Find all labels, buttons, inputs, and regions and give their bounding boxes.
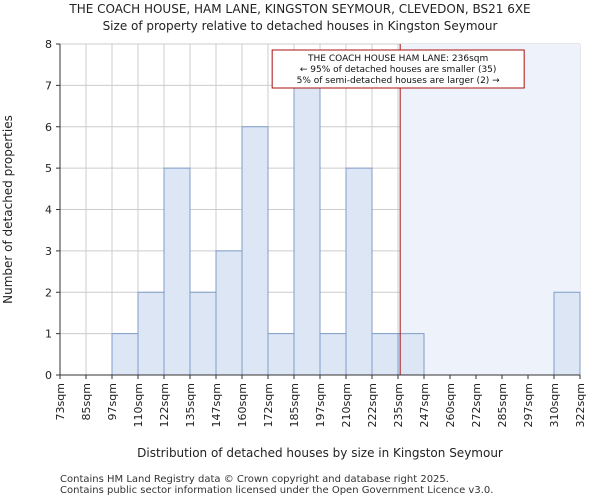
x-tick-label: 260sqm xyxy=(444,383,457,427)
x-tick-label: 322sqm xyxy=(574,383,587,427)
y-axis-label: Number of detached properties xyxy=(1,115,15,304)
x-tick-label: 122sqm xyxy=(158,383,171,427)
bars-layer xyxy=(111,84,581,376)
bar-172sqm xyxy=(267,333,295,376)
y-tick-label: 0 xyxy=(45,369,52,382)
x-tick-label: 297sqm xyxy=(522,383,535,427)
annotation-line-3: 5% of semi-detached houses are larger (2… xyxy=(297,76,501,86)
bar-197sqm xyxy=(319,333,347,376)
x-tick-label: 135sqm xyxy=(184,383,197,427)
x-tick-label: 235sqm xyxy=(392,383,405,427)
bar-122sqm xyxy=(163,167,191,376)
x-tick-label: 97sqm xyxy=(106,383,119,420)
x-tick-label: 272sqm xyxy=(470,383,483,427)
annotation-box xyxy=(271,49,525,89)
y-tick-label: 1 xyxy=(45,328,52,341)
bar-210sqm xyxy=(345,167,373,376)
x-tick-label: 85sqm xyxy=(80,383,93,420)
x-axis-label: Distribution of detached houses by size … xyxy=(137,446,503,460)
marker-annotation: THE COACH HOUSE HAM LANE: 236sqm ← 95% o… xyxy=(271,49,525,89)
bar-147sqm xyxy=(215,250,243,376)
x-tick-label: 172sqm xyxy=(262,383,275,427)
x-tick-label: 73sqm xyxy=(54,383,67,420)
footer-line-2: Contains public sector information licen… xyxy=(60,485,494,496)
y-tick-label: 6 xyxy=(45,121,52,134)
x-tick-label: 147sqm xyxy=(210,383,223,427)
x-tick-label: 310sqm xyxy=(548,383,561,427)
annotation-line-1: THE COACH HOUSE HAM LANE: 236sqm xyxy=(307,54,488,64)
x-tick-label: 210sqm xyxy=(340,383,353,427)
bar-97sqm xyxy=(111,333,139,376)
bar-222sqm xyxy=(371,333,399,376)
y-tick-label: 2 xyxy=(45,286,52,299)
highlight-region xyxy=(400,44,580,375)
bar-185sqm xyxy=(293,84,321,376)
x-tick-label: 197sqm xyxy=(314,383,327,427)
x-tick-label: 160sqm xyxy=(236,383,249,427)
y-tick-label: 7 xyxy=(45,79,52,92)
axis-layer: 0 1 2 3 4 5 6 7 8 73sqm 85sqm 97sqm 110sqm 122sqm 135s… xyxy=(45,38,587,427)
bar-310sqm xyxy=(553,291,581,376)
y-tick-label: 4 xyxy=(45,204,52,217)
bar-110sqm xyxy=(137,291,165,376)
bar-135sqm xyxy=(189,291,217,376)
annotation-line-2: ← 95% of detached houses are smaller (35… xyxy=(300,65,497,75)
bar-160sqm xyxy=(241,126,269,376)
footer-line-1: Contains HM Land Registry data © Crown c… xyxy=(60,474,449,485)
y-tick-label: 8 xyxy=(45,38,52,51)
y-tick-label: 5 xyxy=(45,162,52,175)
y-tick-label: 3 xyxy=(45,245,52,258)
chart-subtitle: Size of property relative to detached ho… xyxy=(102,19,498,33)
x-tick-label: 285sqm xyxy=(496,383,509,427)
x-tick-label: 185sqm xyxy=(288,383,301,427)
x-tick-label: 247sqm xyxy=(418,383,431,427)
chart-title: THE COACH HOUSE, HAM LANE, KINGSTON SEYM… xyxy=(69,2,531,16)
x-tick-label: 222sqm xyxy=(366,383,379,427)
bar-235sqm xyxy=(397,333,425,376)
x-tick-label: 110sqm xyxy=(132,383,145,427)
